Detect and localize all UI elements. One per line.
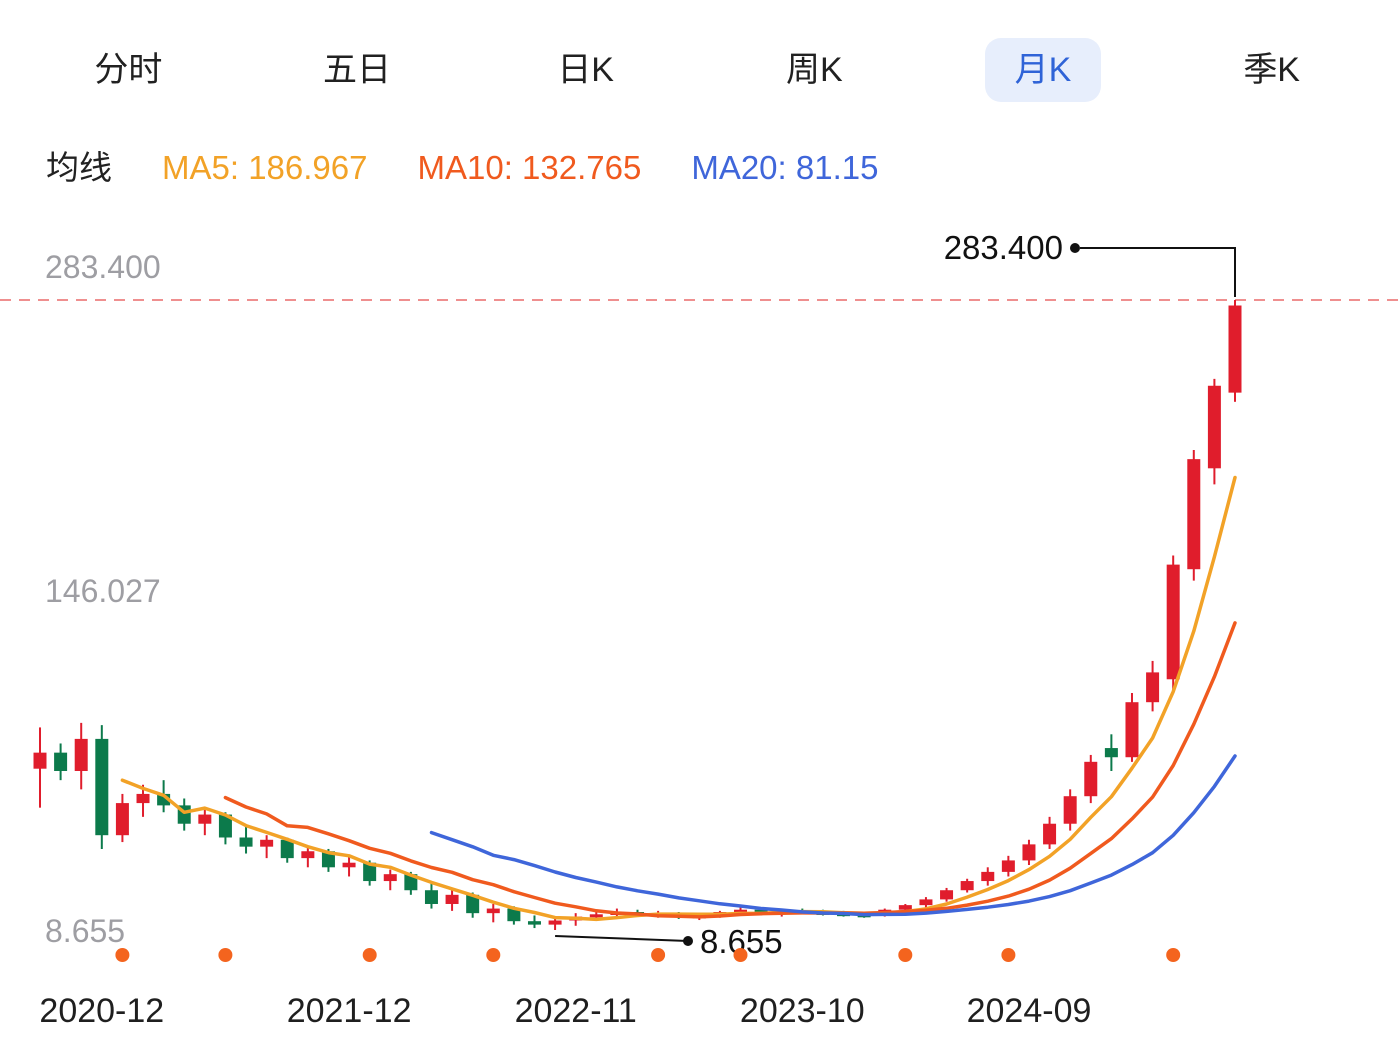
low-annotation-line [555,935,689,942]
candle-body [445,894,459,904]
y-axis-label: 146.027 [45,573,161,609]
candle-body [115,803,129,836]
ma5-line [120,475,1237,922]
candle-body [74,738,88,771]
candle-body [404,874,418,891]
high-annotation-dot [1070,243,1080,253]
candle-body [383,874,397,882]
candle-body [280,839,294,859]
event-dot [362,948,377,962]
candle-body [1166,564,1180,680]
low-annotation-dot [683,936,693,946]
candle-body [33,752,47,769]
candle-body [136,793,150,804]
candle-body [1125,702,1139,758]
x-axis-label: 2023-10 [740,992,865,1030]
candle-body [218,814,232,838]
event-dot [733,948,748,962]
x-axis-label: 2021-12 [287,992,412,1030]
ma10-value: MA10: 132.765 [417,149,642,186]
x-axis-label: 2022-11 [515,992,637,1030]
candle-body [548,920,562,925]
candle-body [466,894,480,914]
ma-legend-title: 均线 [46,149,112,186]
ma5-value: MA5: 186.967 [162,149,368,186]
candle-body [981,871,995,882]
x-axis-label: 2020-12 [39,992,164,1030]
candle-body [1043,823,1057,845]
candlestick-chart[interactable]: 283.400 8.655 283.400 146.027 8.655 2020-12 20… [0,210,1400,1042]
candle-body [507,908,521,922]
event-dot [1166,948,1181,962]
candle-body [1022,844,1036,861]
ma20-value: MA20: 81.15 [691,149,879,186]
x-axis-label: 2024-09 [967,992,1092,1030]
candle-body [898,905,912,910]
candle-body [363,862,377,882]
tab-five-day[interactable]: 五日 [323,38,391,102]
tab-minute[interactable]: 分时 [94,38,162,102]
event-dot [486,948,501,962]
ma20-line [429,754,1237,917]
candle-body [54,752,68,771]
candle-body [589,914,603,918]
candle-body [157,793,171,806]
candle-body [1207,385,1221,469]
ma-legend: 均线 MA5: 186.967 MA10: 132.765 MA20: 81.1… [46,149,879,186]
candle-body [1187,459,1201,570]
candle-body [1228,305,1242,393]
y-axis-label: 8.655 [45,913,125,949]
candle-body [424,890,438,904]
candle-body [239,837,253,847]
candle-body [734,909,748,913]
candle-body [1063,796,1077,824]
candle-body [95,738,109,836]
period-tabbar: 分时 五日 日K 周K 月K 季K [0,38,1400,102]
event-dot [651,948,666,962]
candle-body [321,851,335,868]
candle-body [1146,672,1160,703]
high-annotation-line [1080,247,1236,297]
event-dot [218,948,233,962]
candle-body [486,908,500,914]
candle-body [342,862,356,868]
event-dot [115,948,130,962]
tab-weekly-k[interactable]: 周K [786,38,843,102]
candle-body [919,899,933,906]
tab-quarterly-k[interactable]: 季K [1243,38,1300,102]
candle-body [754,909,768,914]
candle-body [198,814,212,824]
candle-body [527,921,541,925]
candle-body [1001,860,1015,872]
candle-body [960,881,974,891]
candle-body [1084,761,1098,797]
high-annotation-label: 283.400 [944,229,1063,266]
candle-body [1104,748,1118,758]
candle-body [940,890,954,900]
candle-body [301,851,315,859]
event-dot [898,948,913,962]
tab-daily-k[interactable]: 日K [557,38,614,102]
candle-body [260,839,274,847]
tab-monthly-k[interactable]: 月K [984,38,1102,102]
ma10-line [223,621,1237,919]
event-dot [1001,948,1016,962]
y-axis-label: 283.400 [45,249,161,285]
